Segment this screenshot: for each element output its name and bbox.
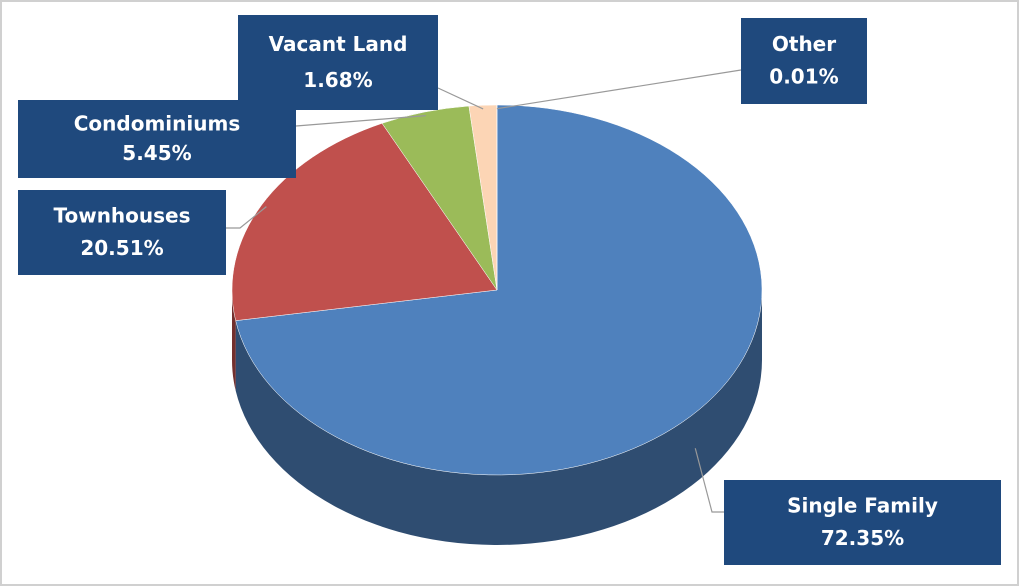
label-name: Vacant Land bbox=[269, 32, 408, 56]
slice-side bbox=[232, 290, 236, 391]
label-name: Townhouses bbox=[53, 204, 190, 228]
slice bbox=[235, 104, 763, 476]
label-value: 5.45% bbox=[122, 141, 191, 165]
label-name: Condominiums bbox=[74, 111, 240, 135]
leader-line bbox=[226, 206, 267, 229]
label-value: 0.01% bbox=[769, 65, 838, 89]
label-name: Other bbox=[772, 32, 836, 56]
leader-line bbox=[496, 69, 742, 110]
pie-tops bbox=[231, 104, 763, 476]
label-value: 72.35% bbox=[821, 526, 904, 550]
label-value: 20.51% bbox=[80, 236, 163, 260]
label-box bbox=[18, 190, 226, 275]
data-labels: Single Family 72.35% Townhouses 20.51% Condo… bbox=[18, 15, 1001, 565]
leader-line bbox=[437, 87, 484, 110]
label-box bbox=[724, 480, 1001, 565]
leader-line bbox=[694, 448, 724, 513]
label-box bbox=[741, 18, 867, 104]
label-box bbox=[18, 100, 296, 178]
pie-sides bbox=[232, 290, 762, 546]
leader-line bbox=[295, 115, 426, 127]
label-name: Single Family bbox=[787, 494, 938, 518]
slice-side bbox=[235, 290, 762, 546]
slice bbox=[231, 123, 498, 321]
label-value: 1.68% bbox=[303, 68, 372, 92]
label-box bbox=[238, 15, 438, 110]
